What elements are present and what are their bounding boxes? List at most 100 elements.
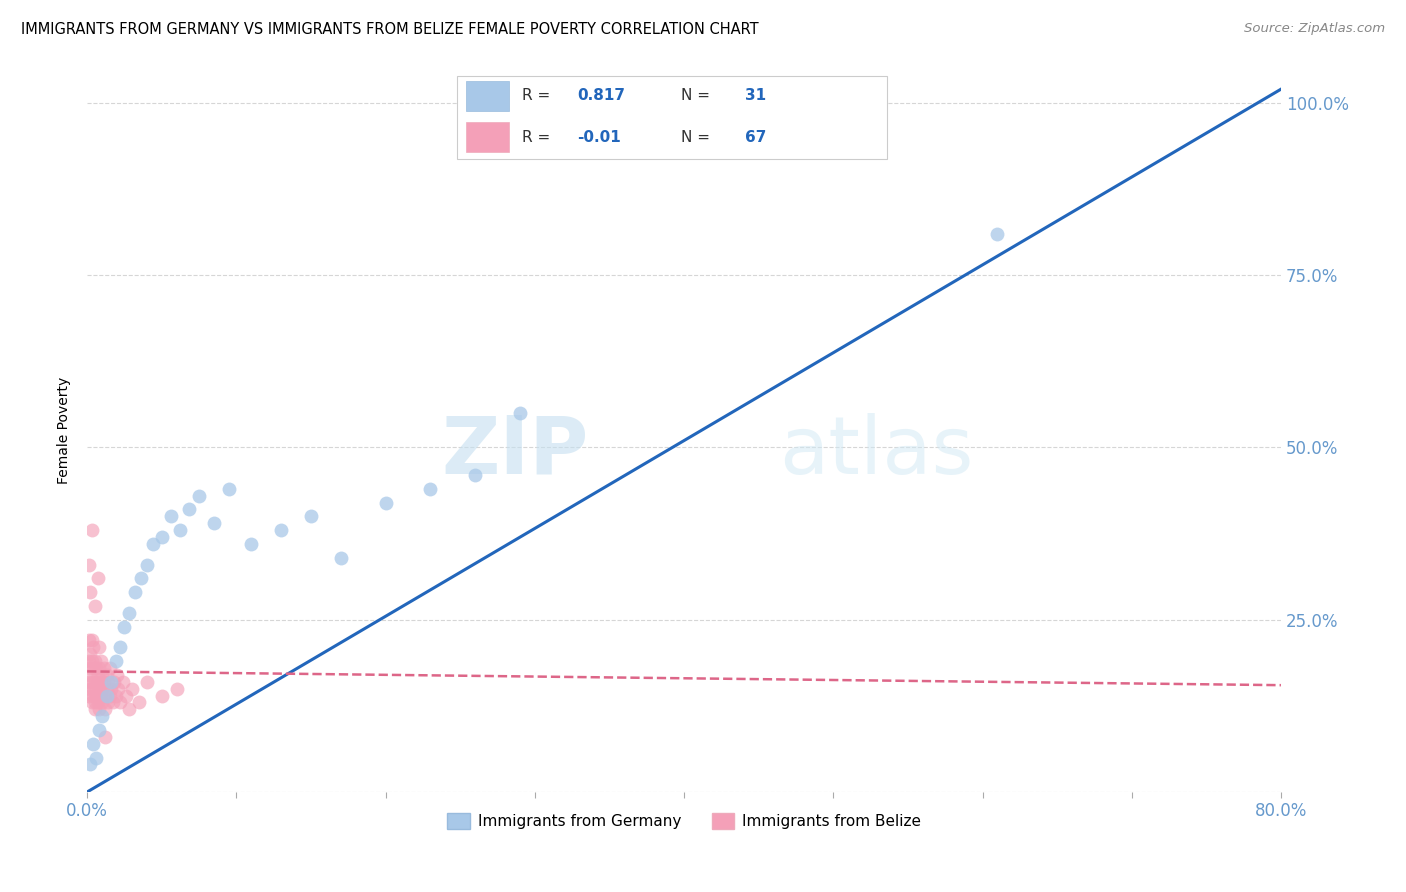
Point bbox=[87, 723, 110, 737]
Point bbox=[329, 550, 352, 565]
Point bbox=[509, 406, 531, 420]
Point bbox=[299, 509, 322, 524]
Point bbox=[77, 674, 100, 689]
Point bbox=[79, 757, 101, 772]
Text: Source: ZipAtlas.com: Source: ZipAtlas.com bbox=[1244, 22, 1385, 36]
Point bbox=[94, 689, 117, 703]
Point bbox=[87, 681, 110, 696]
Point bbox=[84, 661, 107, 675]
Point bbox=[87, 702, 110, 716]
Point bbox=[986, 227, 1008, 241]
Point bbox=[91, 668, 114, 682]
Point bbox=[111, 674, 134, 689]
Point bbox=[98, 661, 121, 675]
Point bbox=[135, 674, 157, 689]
Point bbox=[97, 695, 120, 709]
Point bbox=[82, 661, 104, 675]
Point bbox=[83, 674, 105, 689]
Point bbox=[77, 558, 100, 572]
Point bbox=[90, 654, 112, 668]
Point bbox=[118, 606, 141, 620]
Point bbox=[202, 516, 225, 531]
Text: atlas: atlas bbox=[779, 413, 974, 491]
Point bbox=[79, 661, 101, 675]
Point bbox=[270, 523, 292, 537]
Point bbox=[240, 537, 263, 551]
Point bbox=[97, 674, 120, 689]
Point bbox=[104, 654, 127, 668]
Point bbox=[79, 647, 101, 661]
Text: ZIP: ZIP bbox=[441, 413, 589, 491]
Point bbox=[94, 730, 117, 744]
Point bbox=[91, 681, 114, 696]
Point bbox=[142, 537, 165, 551]
Point bbox=[108, 695, 131, 709]
Point bbox=[77, 689, 100, 703]
Point bbox=[80, 674, 103, 689]
Point bbox=[129, 571, 152, 585]
Point bbox=[150, 530, 173, 544]
Point bbox=[82, 737, 104, 751]
Point bbox=[188, 489, 211, 503]
Point bbox=[80, 654, 103, 668]
Point bbox=[91, 695, 114, 709]
Point bbox=[79, 585, 101, 599]
Point bbox=[86, 674, 108, 689]
Point bbox=[90, 674, 112, 689]
Point bbox=[150, 689, 173, 703]
Point bbox=[96, 668, 118, 682]
Point bbox=[118, 702, 141, 716]
Point bbox=[108, 640, 131, 655]
Point bbox=[91, 709, 114, 723]
Point bbox=[166, 681, 188, 696]
Point bbox=[115, 689, 138, 703]
Point bbox=[100, 681, 122, 696]
Point bbox=[96, 689, 118, 703]
Point bbox=[83, 654, 105, 668]
Point bbox=[84, 681, 107, 696]
Point bbox=[84, 689, 107, 703]
Point bbox=[80, 523, 103, 537]
Point bbox=[159, 509, 181, 524]
Point bbox=[84, 750, 107, 764]
Point bbox=[83, 702, 105, 716]
Point bbox=[83, 695, 105, 709]
Point bbox=[77, 654, 100, 668]
Legend: Immigrants from Germany, Immigrants from Belize: Immigrants from Germany, Immigrants from… bbox=[441, 806, 927, 835]
Point bbox=[135, 558, 157, 572]
Point bbox=[104, 689, 127, 703]
Point bbox=[105, 668, 128, 682]
Point bbox=[94, 702, 117, 716]
Point bbox=[80, 633, 103, 648]
Point bbox=[128, 695, 150, 709]
Point bbox=[83, 599, 105, 613]
Point bbox=[87, 640, 110, 655]
Point bbox=[121, 681, 143, 696]
Text: IMMIGRANTS FROM GERMANY VS IMMIGRANTS FROM BELIZE FEMALE POVERTY CORRELATION CHA: IMMIGRANTS FROM GERMANY VS IMMIGRANTS FR… bbox=[21, 22, 759, 37]
Point bbox=[79, 681, 101, 696]
Point bbox=[107, 681, 129, 696]
Point bbox=[169, 523, 191, 537]
Point bbox=[103, 674, 125, 689]
Point bbox=[86, 668, 108, 682]
Point bbox=[218, 482, 240, 496]
Point bbox=[98, 689, 121, 703]
Point bbox=[79, 668, 101, 682]
Point bbox=[419, 482, 441, 496]
Point bbox=[96, 681, 118, 696]
Point bbox=[93, 674, 115, 689]
Point bbox=[80, 695, 103, 709]
Y-axis label: Female Poverty: Female Poverty bbox=[58, 376, 72, 483]
Point bbox=[101, 695, 124, 709]
Point bbox=[82, 689, 104, 703]
Point bbox=[177, 502, 200, 516]
Point bbox=[87, 661, 110, 675]
Point bbox=[124, 585, 146, 599]
Point bbox=[374, 495, 396, 509]
Point bbox=[93, 661, 115, 675]
Point bbox=[100, 674, 122, 689]
Point bbox=[86, 695, 108, 709]
Point bbox=[114, 619, 136, 633]
Point bbox=[464, 468, 486, 483]
Point bbox=[90, 689, 112, 703]
